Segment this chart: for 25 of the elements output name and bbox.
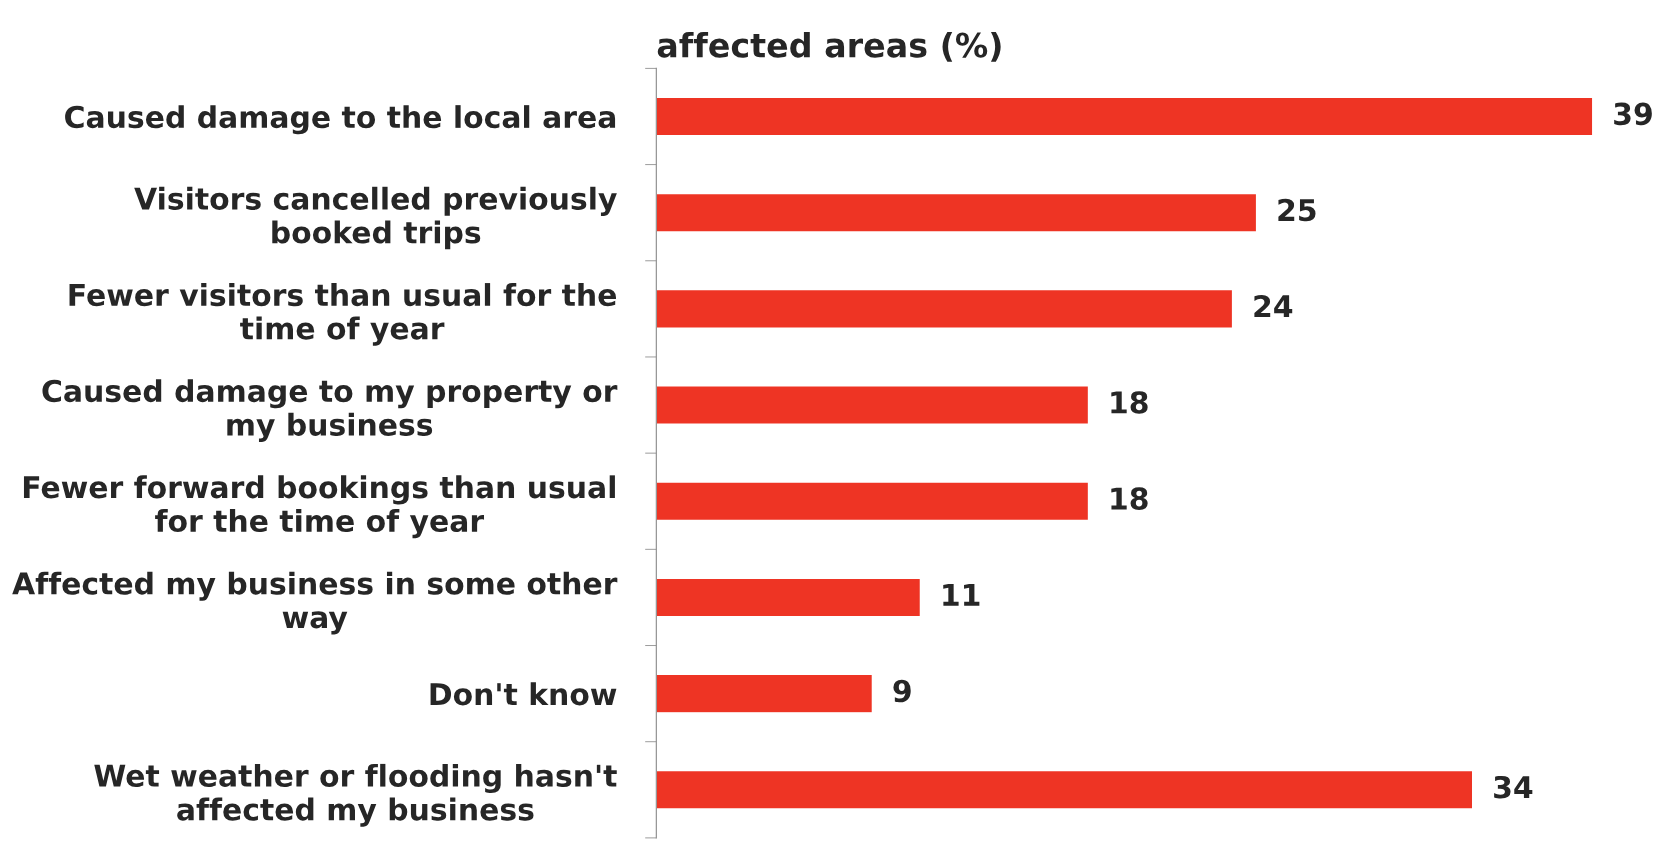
bar	[656, 577, 922, 618]
bar	[656, 769, 1474, 810]
bar	[656, 481, 1090, 522]
data-label: 39	[1614, 102, 1652, 126]
data-label: 18	[1111, 487, 1148, 510]
y-tick-label: Fewer forward bookings than usual for the time of year	[23, 475, 615, 539]
data-label: 34	[1494, 775, 1533, 799]
y-tick-label: Caused damage to the local area	[65, 105, 616, 135]
data-label: 25	[1278, 198, 1316, 222]
y-tick-label: Wet weather or flooding hasn't affected my business	[94, 763, 617, 827]
y-tick-label: Visitors cancelled previously booked trips	[134, 186, 617, 250]
data-label: 24	[1254, 294, 1293, 318]
chart-title: affected areas (%)	[657, 31, 1001, 62]
y-tick-label: Affected my business in some other way	[12, 571, 618, 635]
bar	[656, 673, 874, 714]
data-label: 9	[893, 679, 911, 703]
data-label: 11	[943, 583, 980, 606]
bar	[656, 192, 1258, 233]
bar	[656, 288, 1234, 329]
y-tick-label: Fewer visitors than usual for the time of year	[69, 283, 616, 346]
y-tick-label: Don't know	[430, 682, 617, 706]
bar	[656, 385, 1090, 425]
data-label: 18	[1111, 391, 1148, 414]
y-tick-label: Caused damage to my property or my business	[42, 379, 618, 442]
bar	[656, 96, 1594, 137]
